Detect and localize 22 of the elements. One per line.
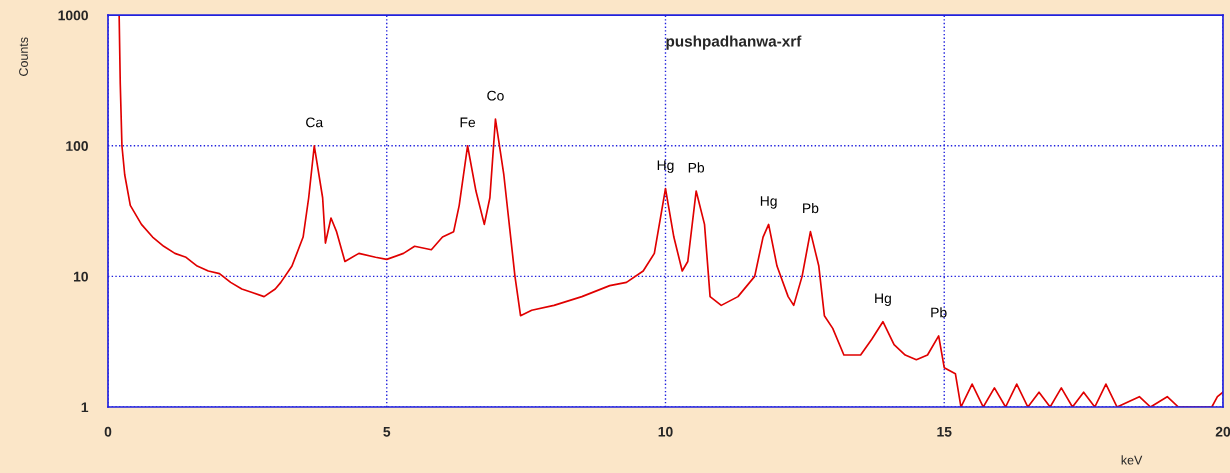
annotation: Ca (306, 117, 324, 128)
annotation: Hg (875, 293, 891, 306)
x-tick-label: 10 (658, 426, 673, 437)
line-series (118, 15, 1223, 408)
y-tick-label: 100 (66, 141, 88, 151)
annotation: Pb (803, 202, 819, 214)
x-tick-label: 20 (1215, 426, 1230, 437)
x-tick-label: 5 (383, 426, 391, 437)
y-tick-label: 10 (73, 271, 88, 282)
annotation: Pb (931, 307, 947, 318)
y-tick-label: 1 (81, 402, 89, 413)
text: pushpadhanwa-xrf (666, 35, 802, 50)
annotation: Hg (657, 160, 674, 173)
x-axis-title: keV (1121, 455, 1143, 465)
y-tick-label: 1000 (58, 10, 88, 21)
annotation: Co (487, 90, 504, 101)
x-tick-label: 15 (937, 426, 952, 437)
annotation: Hg (760, 196, 777, 209)
x-tick-label: 0 (104, 426, 112, 437)
annotation: Pb (688, 162, 705, 173)
y-axis-title: Counts (19, 37, 28, 76)
annotation: Fe (460, 117, 476, 128)
